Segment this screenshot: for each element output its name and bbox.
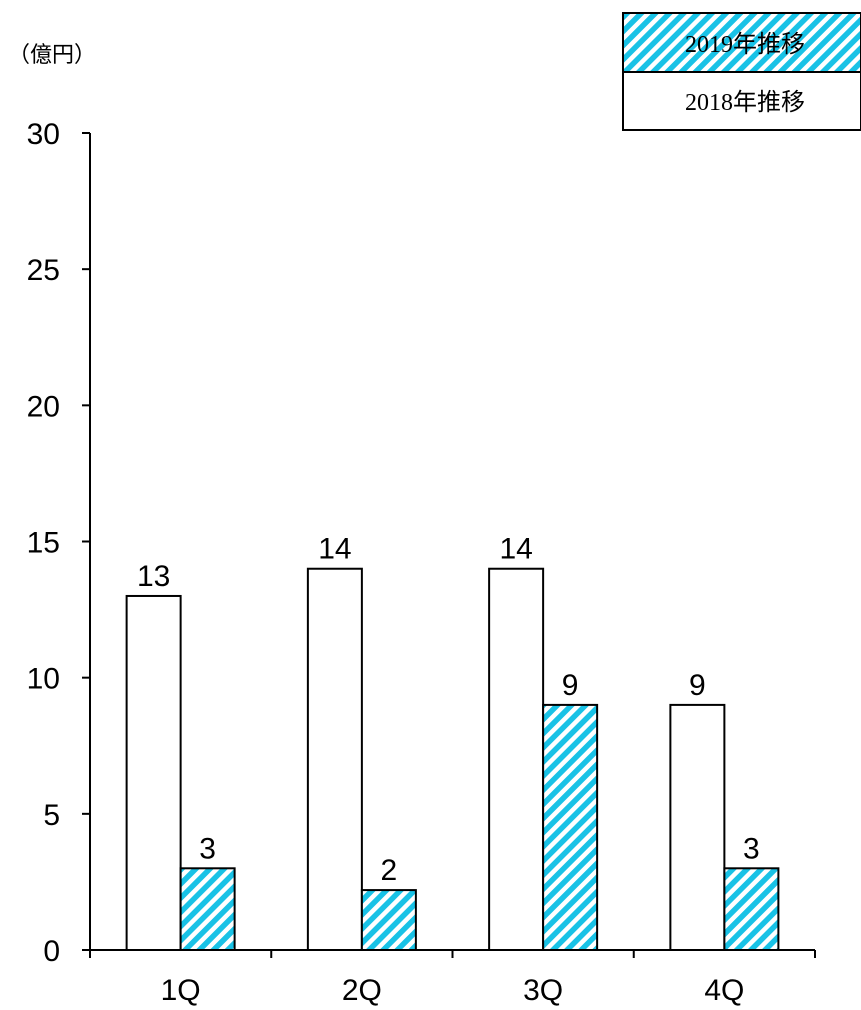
data-label: 9	[689, 669, 706, 702]
legend-label-2019: 2019年推移	[685, 31, 805, 58]
bar	[488, 567, 545, 951]
y-tick-label: 15	[27, 527, 60, 560]
data-label: 14	[499, 533, 532, 566]
data-label: 9	[562, 669, 579, 702]
data-labels: 13 14 14 9 3 2 9 3	[137, 533, 760, 887]
bar	[179, 867, 236, 951]
bar	[306, 567, 363, 951]
y-tick-label: 0	[43, 935, 60, 968]
axes: 0 5 10 15 20 25 30 1Q 2Q 3Q 4Q	[27, 118, 816, 1007]
data-label: 13	[137, 560, 170, 593]
y-tick-label: 30	[27, 118, 60, 151]
unit-label: （億円）	[8, 43, 96, 68]
legend: 2019年推移 2018年推移	[622, 12, 861, 131]
data-label: 3	[743, 832, 760, 865]
bars	[125, 567, 780, 952]
data-label: 2	[381, 854, 398, 887]
bar	[125, 594, 182, 951]
data-label: 3	[199, 832, 216, 865]
y-tick-label: 5	[43, 799, 60, 832]
data-label: 14	[318, 533, 351, 566]
bar	[723, 867, 780, 951]
x-tick-label: 3Q	[523, 974, 563, 1007]
x-tick-label: 4Q	[704, 974, 744, 1007]
legend-label-2018: 2018年推移	[685, 89, 805, 116]
legend-swatch-2019	[624, 14, 860, 72]
x-tick-label: 1Q	[161, 974, 201, 1007]
y-tick-label: 25	[27, 254, 60, 287]
y-tick-label: 20	[27, 390, 60, 423]
y-tick-label: 10	[27, 663, 60, 696]
bar	[669, 703, 726, 952]
bar	[542, 703, 599, 952]
x-tick-label: 2Q	[342, 974, 382, 1007]
bar	[360, 889, 417, 952]
